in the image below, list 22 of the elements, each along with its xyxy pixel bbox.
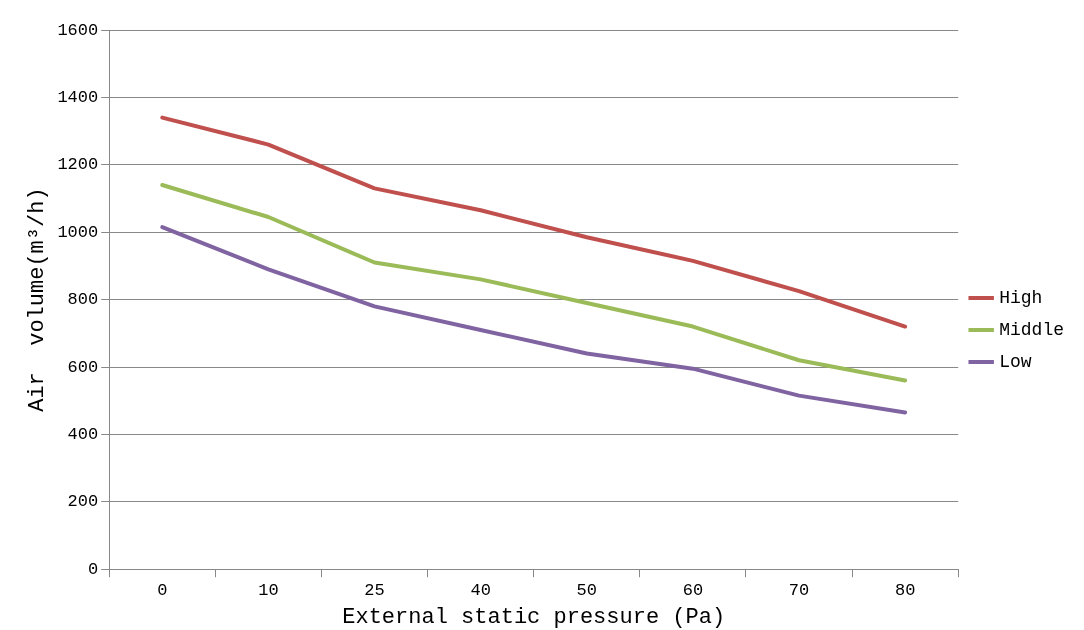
y-tick-label: 1600 [57,20,99,40]
legend-label: Middle [999,319,1064,340]
y-tick-label: 600 [67,357,99,377]
y-tick-label: 200 [67,492,99,512]
legend-label: Low [999,351,1032,372]
x-tick-label: 60 [682,580,704,600]
y-tick-label: 1400 [57,87,99,107]
x-tick-label: 0 [157,580,168,600]
y-tick-label: 800 [67,290,99,310]
y-tick-label: 0 [88,559,99,579]
y-tick-label: 1000 [57,222,99,242]
y-tick-label: 1200 [57,155,99,175]
x-tick-label: 80 [894,580,916,600]
y-tick-label: 400 [67,424,99,444]
x-axis-title: External static pressure (Pa) [342,604,726,630]
x-tick-label: 70 [788,580,810,600]
x-tick-label: 25 [364,580,385,600]
x-tick-label: 40 [470,580,491,600]
x-tick-label: 10 [258,580,279,600]
legend-label: High [999,287,1043,308]
x-tick-label: 50 [576,580,597,600]
y-axis-title: Air volume(m³/h) [25,187,51,412]
